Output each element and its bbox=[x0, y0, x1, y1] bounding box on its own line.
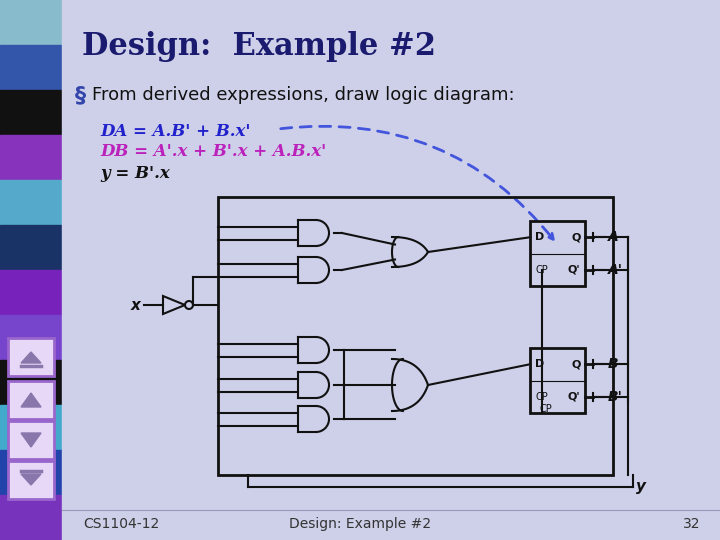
Polygon shape bbox=[21, 352, 41, 363]
Text: y = B'.x: y = B'.x bbox=[100, 165, 170, 181]
Text: Q': Q' bbox=[567, 392, 580, 402]
Text: CS1104-12: CS1104-12 bbox=[83, 517, 159, 531]
Text: x: x bbox=[130, 298, 140, 313]
Text: A: A bbox=[608, 230, 618, 244]
Text: B': B' bbox=[608, 390, 623, 404]
Bar bbox=[0, 225, 62, 270]
Text: 32: 32 bbox=[683, 517, 700, 531]
Bar bbox=[530, 348, 585, 413]
Text: D: D bbox=[535, 359, 544, 369]
Bar bbox=[0, 0, 62, 45]
Text: §: § bbox=[75, 85, 86, 105]
Text: CP: CP bbox=[535, 392, 548, 402]
Bar bbox=[8, 421, 54, 459]
Bar bbox=[0, 270, 62, 315]
Text: CP: CP bbox=[535, 265, 548, 275]
Bar bbox=[0, 315, 62, 360]
Bar bbox=[0, 360, 62, 405]
Bar bbox=[0, 90, 62, 135]
Bar bbox=[530, 221, 585, 286]
Text: Design: Example #2: Design: Example #2 bbox=[289, 517, 431, 531]
Text: Q: Q bbox=[571, 232, 580, 242]
Text: Design:  Example #2: Design: Example #2 bbox=[82, 30, 436, 62]
Text: B: B bbox=[608, 357, 618, 372]
Bar bbox=[8, 338, 54, 376]
Bar bbox=[0, 495, 62, 540]
Bar bbox=[0, 135, 62, 180]
Polygon shape bbox=[21, 393, 41, 407]
Text: y: y bbox=[636, 480, 646, 495]
Bar bbox=[0, 450, 62, 495]
Text: Q': Q' bbox=[567, 265, 580, 275]
Bar bbox=[0, 45, 62, 90]
Text: CP: CP bbox=[540, 404, 553, 414]
Text: DB = A'.x + B'.x + A.B.x': DB = A'.x + B'.x + A.B.x' bbox=[100, 144, 326, 160]
Bar bbox=[0, 180, 62, 225]
Text: Q: Q bbox=[571, 359, 580, 369]
Polygon shape bbox=[21, 474, 41, 485]
Text: D: D bbox=[535, 232, 544, 242]
Bar bbox=[218, 197, 613, 475]
Text: From derived expressions, draw logic diagram:: From derived expressions, draw logic dia… bbox=[92, 86, 515, 104]
Bar bbox=[0, 405, 62, 450]
Bar bbox=[8, 381, 54, 419]
Polygon shape bbox=[21, 433, 41, 447]
Text: DA = A.B' + B.x': DA = A.B' + B.x' bbox=[100, 123, 251, 139]
Text: A': A' bbox=[608, 263, 623, 276]
Bar bbox=[8, 461, 54, 499]
